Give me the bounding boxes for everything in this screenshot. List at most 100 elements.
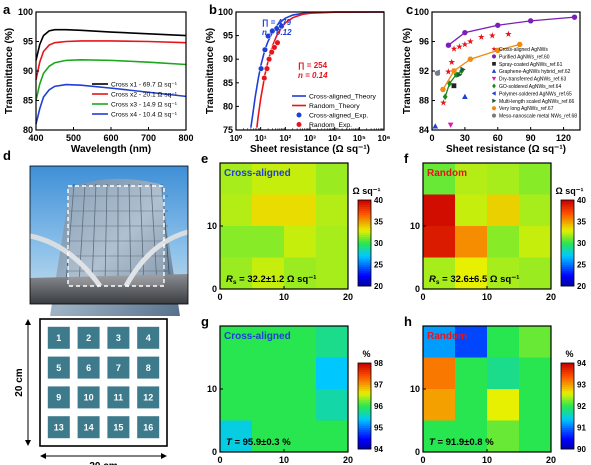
x-axis-label: Sheet resistance (Ω sq⁻¹) [250,144,370,155]
heatmap-cell [423,257,456,290]
colorbar-step [561,273,574,276]
colorbar-step [358,384,371,388]
panel-f: f 0 10 20 0 10 Random Rs = 32.6±6.5 Ω sq⁻¹ Ω sq⁻… [404,151,586,302]
marker-circle [495,22,501,28]
colorbar-tick-label: 91 [577,424,586,433]
heatmap-cell [284,194,317,227]
colorbar-step [358,412,371,415]
colorbar-step [561,403,574,407]
colorbar-step [358,240,371,244]
colorbar-step [561,260,574,263]
colorbar-step [358,390,371,394]
colorbar-step [358,429,371,433]
x-tick-label: 20 [546,455,556,465]
colorbar-tick-label: 93 [577,381,586,390]
marker-square [492,61,496,66]
legend-label: Cross-aligned_Exp. [309,113,368,120]
colorbar-step [358,369,371,372]
colorbar-step [561,365,574,368]
marker-hexagon [450,68,457,74]
colorbar-step [561,446,574,450]
marker-diamond [453,71,459,78]
y-tick-label: 100 [414,7,429,17]
x-tick-label: 10 [279,455,289,465]
colorbar-step [358,395,371,398]
annotation-fom: ∏ = 479 [262,18,292,27]
colorbar-tick-label: 40 [374,196,383,205]
heatmap-cell [423,326,456,358]
x-axis-label: Wavelength (nm) [71,144,151,155]
heatmap-cell [519,326,552,358]
sample-number: 13 [54,422,64,432]
x-tick-label: 120 [556,133,571,143]
colorbar-step [358,273,371,276]
colorbar-tick-label: 90 [577,445,586,454]
x-tick-label: 500 [66,133,81,143]
colorbar-tick-label: 20 [374,282,383,291]
colorbar-step [358,440,371,443]
x-tick-label: 400 [28,133,43,143]
colorbar-step [561,382,574,385]
heatmap-cell [220,326,253,358]
panel-letter: a [3,2,11,17]
heatmap-cell [252,357,285,390]
sample-number: 12 [143,393,153,403]
panel-g: g 0 10 20 0 10 Cross-aligned T = 95.9±0.3 %% 94 9… [201,314,383,465]
marker-circle [491,54,497,59]
heatmap-cell [487,257,520,290]
colorbar-step [561,436,574,439]
heatmap-cell [423,194,456,227]
heatmap-title: Random [427,168,467,179]
legend-label: Polymer-soldered AgNWs_ref.65 [499,91,572,97]
sample-square [77,356,100,379]
sample-number: 1 [56,333,61,343]
colorbar-frame [560,362,575,450]
colorbar-step [561,208,574,212]
colorbar-step [358,208,371,212]
marker-star [445,68,452,75]
colorbar-step [358,373,371,377]
colorbar-step [358,406,371,409]
colorbar-step [358,401,371,405]
colorbar-step [358,243,371,246]
marker-hexagon [467,56,474,62]
colorbar-step [358,215,371,218]
colorbar-step [358,425,371,428]
colorbar-step [561,206,574,209]
marker-star [489,32,496,39]
annotation-n: n = 0.14 [298,71,328,80]
colorbar-tick-label: 94 [577,359,586,368]
colorbar-step [358,204,371,207]
sample-square [47,416,70,439]
colorbar-step [358,283,371,287]
colorbar-step [561,421,574,424]
data-point [266,56,273,63]
x-tick-label: 10 [482,292,492,302]
marker-triangle-right [492,98,497,103]
arrow-head [25,319,31,325]
colorbar-step [358,393,371,396]
colorbar-step [358,279,371,283]
heatmap-cell [220,357,253,390]
marker-hexagon [491,106,497,111]
legend-label: Cross x1 - 69.7 Ω sq⁻¹ [111,82,178,89]
colorbar-frame [560,199,575,287]
colorbar-step [358,408,371,411]
colorbar-step [358,410,371,413]
colorbar-step [561,236,574,240]
heatmap-cell [487,326,520,358]
legend-label: Purified AgNWs_ref.60 [499,54,550,60]
y-tick-label: 10 [410,384,420,394]
colorbar-step [358,281,371,285]
colorbar-step [561,202,574,205]
panel-letter: e [201,151,208,166]
heatmap-cell [220,389,253,421]
colorbar-step [358,236,371,240]
colorbar-step [358,202,371,205]
arrow-head [40,453,46,459]
photo-mullion [161,183,171,285]
photo-mullion [139,183,145,285]
colorbar-tick-label: 35 [577,218,586,227]
photo-railing [123,229,189,288]
colorbar-step [561,399,574,403]
